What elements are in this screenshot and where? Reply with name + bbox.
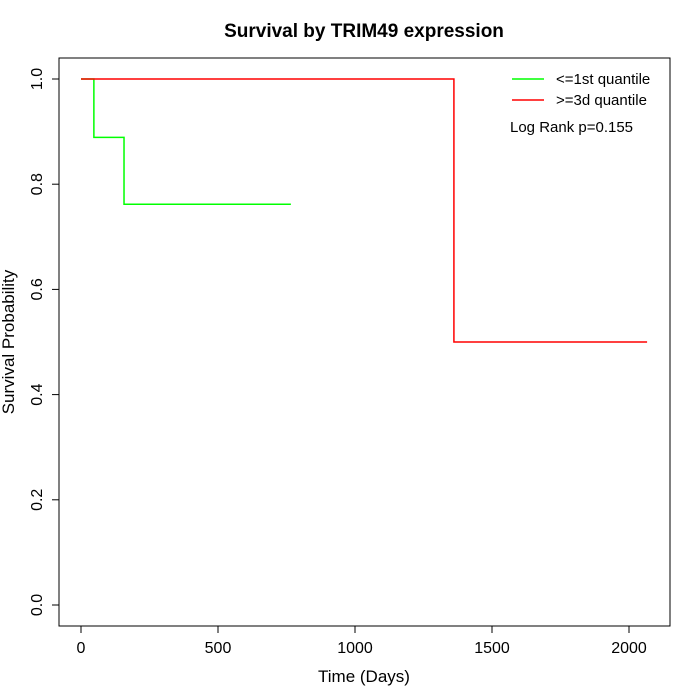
x-tick-label: 1000 <box>337 640 373 657</box>
y-axis: 0.0 0.2 0.4 0.6 0.8 1.0 <box>29 68 60 616</box>
x-axis: 0 500 1000 1500 2000 <box>77 625 647 657</box>
x-tick-label: 0 <box>77 640 86 657</box>
y-tick-label: 0.8 <box>29 173 46 195</box>
series-line-low-quantile <box>81 78 291 205</box>
y-tick-label: 0.2 <box>29 489 46 511</box>
chart-title: Survival by TRIM49 expression <box>224 21 504 42</box>
x-tick-label: 2000 <box>611 640 647 657</box>
legend-label-low: <=1st quantile <box>556 71 650 88</box>
y-tick-label: 0.0 <box>29 594 46 616</box>
y-tick-label: 0.6 <box>29 278 46 300</box>
legend-label-high: >=3d quantile <box>556 92 647 109</box>
x-tick-label: 1500 <box>474 640 510 657</box>
x-tick-label: 500 <box>205 640 232 657</box>
log-rank-annotation: Log Rank p=0.155 <box>510 119 633 136</box>
y-tick-label: 0.4 <box>29 383 46 405</box>
legend: <=1st quantile >=3d quantile Log Rank p=… <box>510 71 650 136</box>
y-tick-label: 1.0 <box>29 68 46 90</box>
x-axis-label: Time (Days) <box>318 667 410 686</box>
y-axis-label: Survival Probability <box>0 269 18 414</box>
series-line-high-quantile <box>81 78 648 343</box>
series-group <box>81 78 648 343</box>
